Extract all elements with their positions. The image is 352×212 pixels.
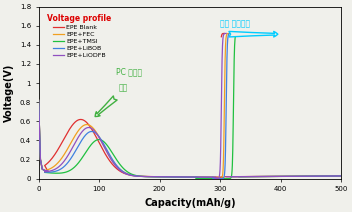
EPE+TMSI xyxy=(146,175,151,178)
EPE+TMSI xyxy=(112,154,116,157)
EPE+TMSI xyxy=(194,176,198,179)
EPE Blank xyxy=(170,176,174,178)
EPE+LiBOB xyxy=(163,176,168,178)
EPE+FEC xyxy=(121,171,126,173)
EPE+LiBOB xyxy=(120,169,124,172)
Legend: EPE Blank, EPE+FEC, EPE+TMSI, EPE+LiBOB, EPE+LiODFB: EPE Blank, EPE+FEC, EPE+TMSI, EPE+LiBOB,… xyxy=(45,11,114,60)
Line: EPE+FEC: EPE+FEC xyxy=(39,100,217,177)
EPE+FEC xyxy=(161,176,165,178)
EPE+TMSI xyxy=(37,99,41,102)
EPE+TMSI xyxy=(94,139,98,142)
Line: EPE+LiBOB: EPE+LiBOB xyxy=(39,100,213,177)
EPE+TMSI xyxy=(176,176,180,178)
Text: 감소: 감소 xyxy=(119,83,128,92)
EPE+TMSI xyxy=(151,176,156,178)
EPE+LiBOB xyxy=(211,176,215,179)
EPE+LiBOB xyxy=(37,99,41,102)
EPE+LiBOB xyxy=(158,176,162,178)
EPE+LiODFB xyxy=(95,133,99,136)
X-axis label: Capacity(mAh/g): Capacity(mAh/g) xyxy=(144,198,236,208)
EPE+LiODFB xyxy=(37,99,41,102)
EPE+LiODFB xyxy=(213,176,218,179)
Line: EPE+LiODFB: EPE+LiODFB xyxy=(39,100,215,177)
EPE Blank xyxy=(37,99,41,102)
EPE+LiODFB xyxy=(193,176,197,178)
EPE Blank xyxy=(97,141,101,144)
EPE Blank xyxy=(198,176,202,178)
EPE+LiBOB xyxy=(94,132,99,135)
EPE+LiODFB xyxy=(165,176,169,178)
EPE+LiODFB xyxy=(100,142,105,145)
EPE+LiODFB xyxy=(121,171,125,174)
EPE+FEC xyxy=(166,176,171,178)
Y-axis label: Voltage(V): Voltage(V) xyxy=(4,63,14,122)
Text: 방전 용량증가: 방전 용량증가 xyxy=(220,19,250,28)
EPE+FEC xyxy=(215,176,219,179)
EPE+FEC xyxy=(101,143,105,145)
EPE+FEC xyxy=(194,176,199,178)
EPE+LiODFB xyxy=(159,176,164,178)
Line: EPE Blank: EPE Blank xyxy=(39,100,221,177)
EPE Blank xyxy=(164,176,168,178)
EPE Blank xyxy=(124,173,128,175)
EPE+LiBOB xyxy=(190,176,195,178)
EPE+TMSI xyxy=(89,143,93,146)
Line: EPE+TMSI: EPE+TMSI xyxy=(39,100,196,177)
EPE Blank xyxy=(102,151,106,154)
Text: PC 비가역: PC 비가역 xyxy=(116,67,143,77)
EPE+LiBOB xyxy=(99,139,103,141)
EPE+FEC xyxy=(96,133,100,136)
EPE+FEC xyxy=(37,99,41,102)
EPE Blank xyxy=(219,176,224,179)
